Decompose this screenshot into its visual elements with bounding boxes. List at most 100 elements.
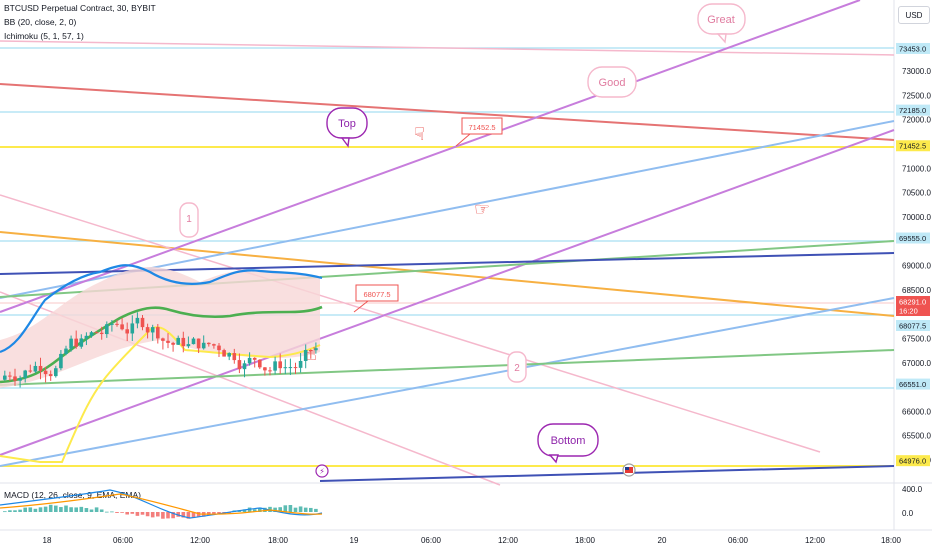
macd-histogram-bar: [181, 512, 186, 518]
candle-body: [222, 350, 226, 357]
candle-body: [191, 338, 196, 345]
trendline-navy-lower[interactable]: [319, 465, 895, 482]
candle-body: [18, 378, 22, 381]
candle-body: [43, 370, 48, 375]
macd-histogram-bar: [130, 512, 135, 514]
price-tag: [896, 305, 930, 316]
callout-good[interactable]: Good: [587, 66, 637, 98]
price-tick-label: 70000.0: [902, 213, 931, 222]
macd-histogram-bar: [161, 512, 165, 519]
callout-bottom[interactable]: Bottom: [537, 423, 599, 464]
candle-body: [252, 357, 257, 360]
price-tag-label: 73453.0: [899, 44, 926, 53]
trendline-purple-upper[interactable]: [0, 0, 861, 313]
price-tag-label: 68077.5: [899, 322, 926, 331]
candle-body: [94, 332, 99, 334]
macd-histogram-bar: [186, 512, 191, 519]
price-tag-label: 66551.0: [899, 380, 926, 389]
candle-body: [150, 327, 155, 333]
macd-histogram-bar: [28, 507, 33, 512]
price-tag: [896, 140, 930, 152]
candle-body: [140, 317, 145, 328]
callout-two[interactable]: 2: [507, 351, 527, 383]
candle-body: [48, 374, 53, 377]
macd-histogram-bar: [288, 505, 293, 512]
time-tick-label: 06:00: [421, 536, 442, 545]
price-tick-label: 68500.0: [902, 286, 931, 295]
lightning-event-icon[interactable]: ⚡: [315, 464, 329, 478]
us-flag-event-icon[interactable]: [622, 463, 636, 477]
candle-body: [161, 338, 165, 341]
macd-histogram-bar: [303, 507, 308, 512]
price-tick-label: 72500.0: [902, 91, 931, 100]
macd-histogram-bar: [38, 507, 43, 512]
ichimoku-indicator-legend[interactable]: Ichimoku (5, 1, 57, 1): [4, 31, 84, 41]
pointing-down-hand-icon[interactable]: ☟: [414, 124, 425, 145]
candlestick-series[interactable]: [3, 312, 318, 388]
callout-top-label: Top: [338, 118, 356, 130]
time-tick-label: 12:00: [498, 536, 519, 545]
macd-histogram-bar: [242, 509, 247, 512]
macd-histogram-bar: [196, 512, 201, 517]
macd-histogram-bar: [191, 512, 196, 519]
bb-indicator-legend[interactable]: BB (20, close, 2, 0): [4, 17, 77, 27]
pointing-up-hand-icon[interactable]: ☝: [306, 344, 317, 365]
pointing-hand-icon[interactable]: ☞: [474, 199, 490, 220]
trendline-pink-top[interactable]: [0, 40, 895, 56]
price-tick-label: 71000.0: [902, 164, 931, 173]
candle-body: [54, 368, 58, 377]
candle-body: [283, 367, 288, 369]
macd-histogram-bar: [110, 511, 114, 513]
candle-body: [237, 360, 242, 370]
time-axis[interactable]: 18 06:00 12:00 18:00 19 06:00 12:00 18:00 20 06:0…: [43, 536, 902, 545]
candle-body: [273, 361, 277, 371]
price-tag-label: 68291.0: [899, 298, 926, 307]
time-tick-label: 20: [658, 536, 667, 545]
macd-axis: 400.0 0.0: [902, 485, 923, 518]
time-tick-label: 12:00: [805, 536, 826, 545]
candle-body: [69, 338, 73, 349]
trendline-purple-lower[interactable]: [0, 129, 895, 456]
trendline-red[interactable]: [0, 83, 895, 141]
macd-histogram-bar: [166, 512, 170, 519]
callout-two-label: 2: [514, 363, 520, 374]
currency-button[interactable]: USD: [898, 6, 930, 24]
macd-histogram-bar: [43, 506, 48, 512]
time-tick-label: 19: [350, 536, 359, 545]
callout-great[interactable]: Great: [697, 3, 746, 44]
macd-histogram-bar: [156, 512, 160, 517]
macd-tick-label: 0.0: [902, 509, 914, 518]
price-tag-label: 16:20: [899, 307, 918, 316]
macd-histogram-bar: [171, 512, 175, 519]
candle-body: [181, 337, 186, 347]
candle-body: [59, 353, 63, 369]
trendline-pink-diagonal[interactable]: [0, 194, 821, 453]
time-tick-label: 06:00: [728, 536, 749, 545]
macd-histogram-bar: [252, 509, 257, 512]
candle-body: [314, 348, 318, 351]
trendline-orange[interactable]: [0, 231, 895, 317]
price-note-low[interactable]: 68077.5: [353, 284, 399, 313]
price-tag: [896, 104, 930, 116]
trendline-green-lower[interactable]: [0, 349, 895, 386]
price-tag: [896, 296, 930, 307]
price-note-high[interactable]: 71452.5: [455, 117, 503, 147]
price-note-low-label: 68077.5: [363, 290, 390, 299]
time-tick-label: 18:00: [575, 536, 596, 545]
trendline-blue-lower[interactable]: [0, 297, 895, 467]
candle-body: [293, 367, 298, 369]
candle-body: [33, 365, 38, 372]
callout-one[interactable]: 1: [179, 202, 199, 238]
time-tick-label: 12:00: [190, 536, 211, 545]
callout-top[interactable]: Top: [326, 107, 368, 148]
price-tick-label: 67000.0: [902, 359, 931, 368]
price-axis[interactable]: 73000.0 72500.0 72000.0 71000.0 70500.0 70000…: [902, 67, 931, 465]
symbol-legend[interactable]: BTCUSD Perpetual Contract, 30, BYBIT: [4, 3, 156, 13]
time-tick-label: 18:00: [881, 536, 902, 545]
price-tick-label: 70500.0: [902, 189, 931, 198]
time-tick-label: 18:00: [268, 536, 289, 545]
price-tag: [896, 378, 930, 390]
price-tag-label: 71452.5: [899, 142, 926, 151]
macd-histogram-bar: [48, 504, 53, 512]
